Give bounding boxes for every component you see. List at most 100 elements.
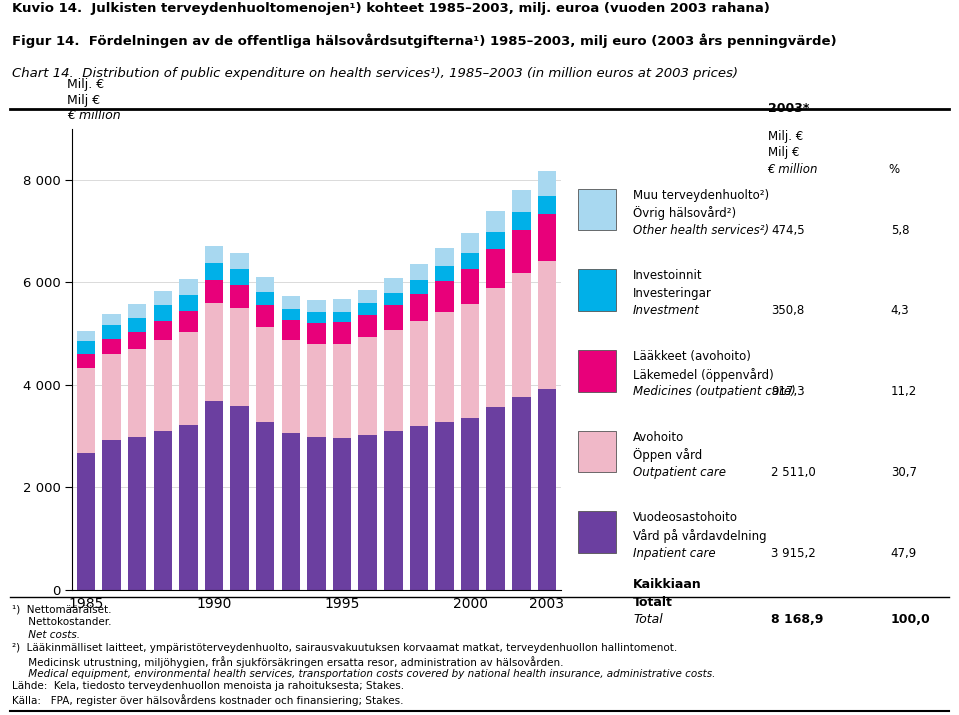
Text: Investment: Investment — [633, 305, 700, 317]
Bar — [153, 340, 172, 431]
Text: Medicines (outpatient care): Medicines (outpatient care) — [633, 385, 796, 398]
Bar — [461, 269, 480, 304]
Bar — [333, 345, 351, 438]
Text: Milj. €: Milj. € — [67, 78, 105, 91]
Text: Milj €: Milj € — [67, 94, 101, 107]
Bar — [282, 309, 300, 320]
Bar — [179, 295, 198, 310]
Bar — [538, 172, 556, 196]
Bar — [435, 266, 454, 281]
Bar — [205, 280, 223, 303]
Text: %: % — [889, 163, 900, 176]
Bar — [512, 189, 530, 212]
Bar — [307, 300, 326, 312]
Bar — [409, 294, 428, 321]
Bar — [256, 422, 274, 590]
Text: Medical equipment, environmental health services, transportation costs covered b: Medical equipment, environmental health … — [12, 669, 714, 679]
Bar — [179, 280, 198, 295]
Bar — [538, 260, 556, 389]
Bar — [486, 288, 505, 408]
Text: ¹)  Nettomääräiset.: ¹) Nettomääräiset. — [12, 604, 111, 614]
Text: Milj. €: Milj. € — [767, 129, 803, 142]
Bar — [307, 437, 326, 590]
Bar — [230, 406, 249, 590]
Bar — [179, 310, 198, 332]
Bar — [128, 305, 147, 317]
Bar — [256, 327, 274, 422]
Text: Milj €: Milj € — [767, 147, 799, 159]
Bar — [103, 314, 121, 325]
Bar — [461, 252, 480, 269]
Bar — [486, 249, 505, 288]
Text: € million: € million — [767, 163, 818, 176]
FancyBboxPatch shape — [578, 189, 616, 230]
Bar — [230, 252, 249, 269]
Bar — [384, 305, 403, 330]
Bar — [77, 331, 95, 341]
Bar — [282, 296, 300, 309]
Bar — [128, 332, 147, 349]
Text: Övrig hälsovård²): Övrig hälsovård²) — [633, 206, 737, 220]
Text: Kaikkiaan: Kaikkiaan — [633, 578, 702, 591]
Text: 917,3: 917,3 — [771, 385, 805, 398]
Text: Outpatient care: Outpatient care — [633, 465, 726, 479]
Bar — [77, 368, 95, 453]
Text: Källa:   FPA, register över hälsovårdens kostnader och finansiering; Stakes.: Källa: FPA, register över hälsovårdens k… — [12, 694, 403, 706]
FancyBboxPatch shape — [578, 350, 616, 392]
Text: 474,5: 474,5 — [771, 224, 805, 237]
Text: 8 168,9: 8 168,9 — [771, 613, 824, 626]
Text: 350,8: 350,8 — [771, 305, 805, 317]
Text: Vuodeosastohoito: Vuodeosastohoito — [633, 511, 738, 525]
Text: ²)  Lääkinmälliset laitteet, ympäristöterveydenhuolto, sairausvakuutuksen korvaa: ²) Lääkinmälliset laitteet, ympäristöter… — [12, 643, 677, 653]
Bar — [205, 263, 223, 280]
Bar — [77, 453, 95, 590]
Bar — [128, 349, 147, 437]
Bar — [333, 322, 351, 345]
Bar — [103, 440, 121, 590]
Text: Investeringar: Investeringar — [633, 287, 712, 300]
Bar — [103, 354, 121, 440]
Bar — [359, 337, 377, 435]
Bar — [77, 354, 95, 368]
Bar — [384, 293, 403, 305]
Bar — [409, 280, 428, 294]
Text: Lähde:  Kela, tiedosto terveydenhuollon menoista ja rahoituksesta; Stakes.: Lähde: Kela, tiedosto terveydenhuollon m… — [12, 681, 404, 691]
Bar — [359, 435, 377, 590]
Bar — [461, 418, 480, 590]
Bar — [512, 230, 530, 272]
Bar — [538, 196, 556, 214]
Bar — [205, 246, 223, 263]
Bar — [409, 264, 428, 280]
Text: 100,0: 100,0 — [891, 613, 930, 626]
Bar — [359, 303, 377, 315]
Bar — [103, 339, 121, 354]
Bar — [435, 422, 454, 590]
Text: Total: Total — [633, 613, 663, 626]
Text: 2 511,0: 2 511,0 — [771, 465, 816, 479]
Text: 2003*: 2003* — [767, 102, 809, 115]
Bar — [153, 321, 172, 340]
Bar — [230, 308, 249, 406]
Bar — [409, 426, 428, 590]
Bar — [77, 341, 95, 354]
Text: Inpatient care: Inpatient care — [633, 546, 715, 560]
Text: 47,9: 47,9 — [891, 546, 917, 560]
Bar — [333, 300, 351, 312]
Bar — [333, 312, 351, 322]
Bar — [153, 305, 172, 321]
Text: Net costs.: Net costs. — [12, 630, 80, 640]
Bar — [256, 305, 274, 327]
Bar — [153, 291, 172, 305]
Bar — [538, 389, 556, 590]
Text: Läkemedel (öppenvård): Läkemedel (öppenvård) — [633, 368, 774, 382]
Bar — [128, 437, 147, 590]
Text: Vård på vårdavdelning: Vård på vårdavdelning — [633, 529, 767, 543]
Bar — [333, 438, 351, 590]
Bar — [307, 312, 326, 323]
Bar — [153, 431, 172, 590]
Text: 3 915,2: 3 915,2 — [771, 546, 816, 560]
Bar — [486, 408, 505, 590]
Text: Medicinsk utrustning, miljöhygien, från sjukförsäkringen ersatta resor, administ: Medicinsk utrustning, miljöhygien, från … — [12, 656, 563, 668]
Bar — [384, 431, 403, 590]
Text: Nettokostander.: Nettokostander. — [12, 617, 111, 627]
